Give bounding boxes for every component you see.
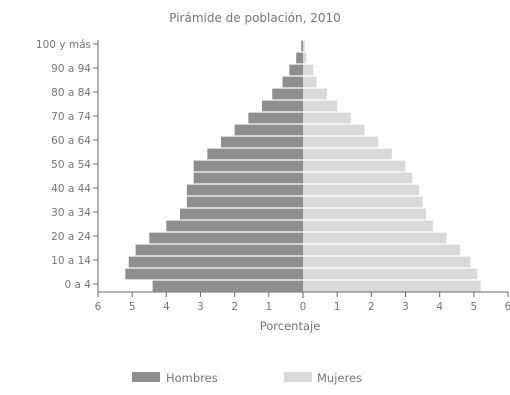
bar-hombres-9 (193, 172, 303, 184)
bar-mujeres-18 (303, 64, 314, 76)
bar-mujeres-10 (303, 160, 406, 172)
x-tick-label-2: 4 (163, 301, 170, 313)
x-tick-label-8: 2 (368, 301, 375, 313)
bar-hombres-3 (135, 244, 303, 256)
y-tick-label-0: 0 a 4 (65, 279, 92, 291)
bar-hombres-11 (207, 148, 303, 160)
bar-mujeres-15 (303, 100, 338, 112)
bar-mujeres-7 (303, 196, 423, 208)
x-tick-label-4: 2 (231, 301, 238, 313)
bar-mujeres-11 (303, 148, 392, 160)
legend-swatch-mujeres (284, 372, 312, 382)
legend-swatch-hombres (132, 372, 160, 382)
x-tick-label-0: 6 (95, 301, 102, 313)
x-tick-label-12: 6 (505, 301, 510, 313)
axes-group: 0 a 4 10 a 14 20 a 24 30 a 34 40 a 44 50 a 54… (36, 39, 510, 313)
legend-label-mujeres: Mujeres (317, 371, 362, 385)
bar-mujeres-5 (303, 220, 433, 232)
bar-mujeres-14 (303, 112, 351, 124)
x-tick-label-3: 3 (197, 301, 204, 313)
y-tick-label-4: 40 a 44 (51, 183, 91, 195)
bar-hombres-0 (152, 280, 303, 292)
chart-title: Pirámide de población, 2010 (169, 11, 341, 25)
y-tick-label-3: 30 a 34 (51, 207, 91, 219)
bar-mujeres-2 (303, 256, 471, 268)
bar-mujeres-4 (303, 232, 447, 244)
bar-hombres-18 (289, 64, 303, 76)
bar-mujeres-12 (303, 136, 379, 148)
bar-hombres-5 (166, 220, 303, 232)
bar-mujeres-20 (303, 40, 305, 52)
x-tick-label-1: 5 (129, 301, 136, 313)
bar-mujeres-13 (303, 124, 365, 136)
y-tick-label-7: 70 a 74 (51, 111, 91, 123)
bar-hombres-14 (248, 112, 303, 124)
bar-hombres-1 (125, 268, 303, 280)
y-tick-label-1: 10 a 14 (51, 255, 91, 267)
bar-mujeres-19 (303, 52, 307, 64)
y-tick-label-6: 60 a 64 (51, 135, 91, 147)
bar-mujeres-9 (303, 172, 413, 184)
bar-mujeres-0 (303, 280, 481, 292)
bar-hombres-20 (301, 40, 303, 52)
bar-hombres-2 (128, 256, 303, 268)
bar-hombres-7 (186, 196, 303, 208)
bar-hombres-17 (282, 76, 303, 88)
bar-hombres-15 (262, 100, 303, 112)
bar-hombres-19 (296, 52, 303, 64)
y-tick-label-9: 90 a 94 (51, 63, 91, 75)
x-tick-label-9: 3 (402, 301, 409, 313)
y-tick-label-8: 80 a 84 (51, 87, 91, 99)
bar-mujeres-16 (303, 88, 327, 100)
bar-hombres-13 (234, 124, 303, 136)
bar-mujeres-17 (303, 76, 317, 88)
legend-label-hombres: Hombres (166, 371, 218, 385)
x-tick-label-7: 1 (334, 301, 341, 313)
bar-hombres-8 (186, 184, 303, 196)
bar-hombres-4 (149, 232, 303, 244)
bar-hombres-12 (221, 136, 303, 148)
bar-hombres-16 (272, 88, 303, 100)
x-tick-label-10: 4 (436, 301, 443, 313)
bar-mujeres-3 (303, 244, 461, 256)
y-tick-label-10: 100 y más (36, 39, 91, 51)
bar-mujeres-8 (303, 184, 420, 196)
x-tick-label-5: 1 (265, 301, 272, 313)
x-tick-label-6: 0 (300, 301, 307, 313)
x-tick-label-11: 5 (470, 301, 477, 313)
legend: Hombres Mujeres (132, 371, 362, 385)
bars-group (125, 40, 481, 292)
bar-hombres-10 (193, 160, 303, 172)
bar-mujeres-1 (303, 268, 478, 280)
x-axis-title: Porcentaje (260, 319, 321, 333)
bar-hombres-6 (180, 208, 303, 220)
bar-mujeres-6 (303, 208, 426, 220)
y-tick-label-2: 20 a 24 (51, 231, 91, 243)
y-tick-label-5: 50 a 54 (51, 159, 91, 171)
